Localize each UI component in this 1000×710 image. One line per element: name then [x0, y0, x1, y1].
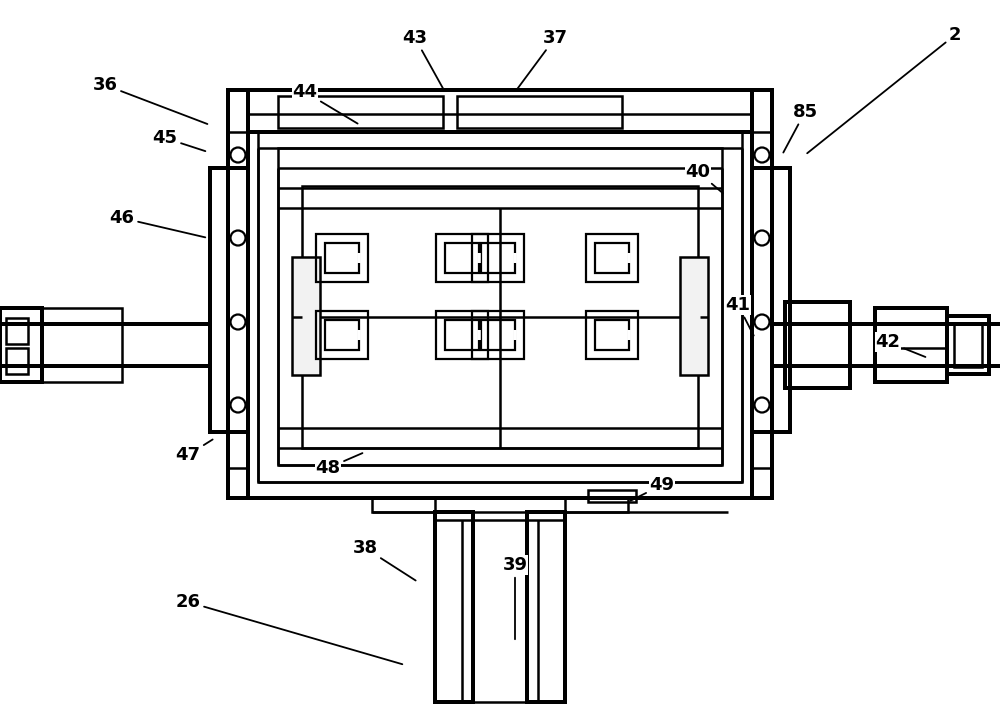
Bar [472, 234, 524, 282]
Bar [436, 234, 488, 282]
Text: 40: 40 [686, 163, 723, 193]
Text: 2: 2 [807, 26, 961, 153]
Bar [248, 90, 752, 132]
Bar [481, 320, 515, 350]
Bar [586, 234, 638, 282]
Text: 48: 48 [315, 453, 362, 477]
Bar [6, 348, 28, 374]
Bar [325, 320, 359, 350]
Bar [586, 311, 638, 359]
Text: 36: 36 [92, 76, 207, 124]
Bar [228, 90, 772, 498]
Bar [292, 257, 320, 375]
Bar [6, 318, 28, 344]
Bar [316, 234, 368, 282]
Bar [785, 302, 850, 388]
Bar [435, 498, 565, 520]
Text: 37: 37 [517, 29, 568, 89]
Text: 38: 38 [352, 539, 416, 581]
Bar [436, 311, 488, 359]
Bar [595, 320, 629, 350]
Bar [445, 320, 479, 350]
Bar [42, 308, 122, 382]
Text: 85: 85 [783, 103, 818, 153]
Bar [316, 311, 368, 359]
Bar [947, 316, 989, 374]
Bar [325, 243, 359, 273]
Text: 44: 44 [292, 83, 358, 124]
Bar [457, 96, 622, 128]
Bar [752, 168, 790, 432]
Text: 26: 26 [176, 593, 402, 665]
Bar [210, 168, 248, 432]
Text: 41: 41 [726, 296, 754, 336]
Text: 45: 45 [152, 129, 205, 151]
Text: 42: 42 [876, 333, 925, 357]
Text: 43: 43 [403, 29, 444, 89]
Bar [372, 498, 628, 512]
Bar [588, 490, 636, 502]
Bar [680, 257, 708, 375]
Text: 47: 47 [176, 439, 213, 464]
Bar [302, 186, 698, 448]
Text: 39: 39 [503, 556, 528, 639]
Bar [527, 512, 565, 702]
Text: 49: 49 [630, 476, 674, 501]
Bar [954, 323, 982, 367]
Bar [258, 132, 742, 482]
Bar [435, 512, 473, 702]
Bar [445, 243, 479, 273]
Text: 46: 46 [110, 209, 205, 237]
Bar [278, 148, 722, 465]
Bar [472, 311, 524, 359]
Bar [0, 308, 42, 382]
Bar [278, 96, 443, 128]
Bar [875, 308, 947, 382]
Bar [481, 243, 515, 273]
Bar [595, 243, 629, 273]
